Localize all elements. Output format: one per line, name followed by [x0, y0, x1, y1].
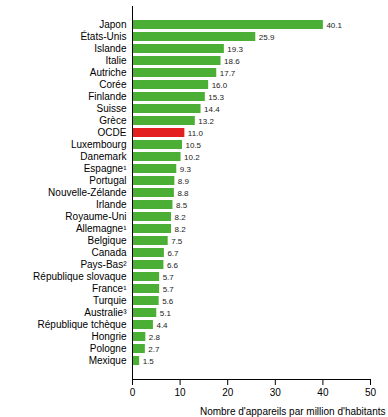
svg-text:France¹: France¹: [92, 283, 127, 294]
svg-text:11.0: 11.0: [188, 129, 204, 138]
svg-text:0: 0: [130, 387, 136, 398]
svg-text:République slovaque: République slovaque: [33, 271, 127, 282]
svg-text:Pologne: Pologne: [90, 343, 127, 354]
svg-text:19.3: 19.3: [227, 45, 243, 54]
svg-text:1.5: 1.5: [143, 357, 155, 366]
svg-text:Luxembourg: Luxembourg: [71, 139, 127, 150]
svg-text:5.7: 5.7: [163, 285, 175, 294]
svg-text:Grèce: Grèce: [99, 115, 127, 126]
svg-text:20: 20: [222, 387, 234, 398]
svg-text:16.0: 16.0: [212, 81, 228, 90]
svg-text:Corée: Corée: [99, 79, 127, 90]
svg-text:8.2: 8.2: [175, 225, 187, 234]
svg-text:Australie³: Australie³: [84, 307, 127, 318]
svg-text:République tchèque: République tchèque: [38, 319, 127, 330]
svg-text:Suisse: Suisse: [96, 103, 126, 114]
svg-text:Pays-Bas²: Pays-Bas²: [80, 259, 127, 270]
svg-text:25.9: 25.9: [259, 33, 275, 42]
svg-text:30: 30: [270, 387, 282, 398]
svg-text:Portugal: Portugal: [89, 175, 126, 186]
svg-text:10.5: 10.5: [185, 141, 201, 150]
svg-text:Autriche: Autriche: [90, 67, 127, 78]
svg-text:15.3: 15.3: [208, 93, 224, 102]
svg-text:Allemagne¹: Allemagne¹: [76, 223, 127, 234]
svg-text:10.2: 10.2: [184, 153, 200, 162]
svg-text:Canada: Canada: [91, 247, 126, 258]
svg-text:2.7: 2.7: [148, 345, 160, 354]
svg-text:Belgique: Belgique: [88, 235, 127, 246]
svg-text:Finlande: Finlande: [88, 91, 127, 102]
svg-text:17.7: 17.7: [220, 69, 236, 78]
svg-text:8.8: 8.8: [177, 189, 189, 198]
svg-text:Japon: Japon: [99, 19, 126, 30]
svg-text:6.6: 6.6: [167, 261, 179, 270]
svg-text:13.2: 13.2: [198, 117, 214, 126]
svg-text:Danemark: Danemark: [80, 151, 127, 162]
svg-text:14.4: 14.4: [204, 105, 220, 114]
svg-text:5.1: 5.1: [160, 309, 172, 318]
svg-text:Espagne¹: Espagne¹: [84, 163, 127, 174]
svg-text:Mexique: Mexique: [89, 355, 127, 366]
svg-text:8.9: 8.9: [178, 177, 190, 186]
svg-text:9.3: 9.3: [180, 165, 192, 174]
svg-text:4.4: 4.4: [156, 321, 168, 330]
svg-text:Nouvelle-Zélande: Nouvelle-Zélande: [48, 187, 127, 198]
svg-text:OCDE: OCDE: [98, 127, 127, 138]
svg-text:Italie: Italie: [105, 55, 127, 66]
svg-text:8.5: 8.5: [176, 201, 188, 210]
svg-text:Hongrie: Hongrie: [91, 331, 126, 342]
svg-text:Royaume-Uni: Royaume-Uni: [65, 211, 126, 222]
svg-text:5.6: 5.6: [162, 297, 174, 306]
svg-text:10: 10: [175, 387, 187, 398]
svg-text:18.6: 18.6: [224, 57, 240, 66]
svg-text:Nombre d'appareils par million: Nombre d'appareils par million d'habitan…: [200, 406, 386, 417]
svg-text:6.7: 6.7: [167, 249, 179, 258]
svg-text:5.7: 5.7: [163, 273, 175, 282]
svg-text:Turquie: Turquie: [93, 295, 127, 306]
svg-text:7.5: 7.5: [171, 237, 183, 246]
svg-text:2.8: 2.8: [149, 333, 161, 342]
svg-text:Irlande: Irlande: [96, 199, 127, 210]
svg-text:Islande: Islande: [94, 43, 127, 54]
svg-text:États-Unis: États-Unis: [80, 30, 126, 42]
svg-text:40.1: 40.1: [326, 21, 342, 30]
svg-text:40: 40: [317, 387, 329, 398]
svg-text:50: 50: [365, 387, 377, 398]
svg-text:8.2: 8.2: [175, 213, 187, 222]
